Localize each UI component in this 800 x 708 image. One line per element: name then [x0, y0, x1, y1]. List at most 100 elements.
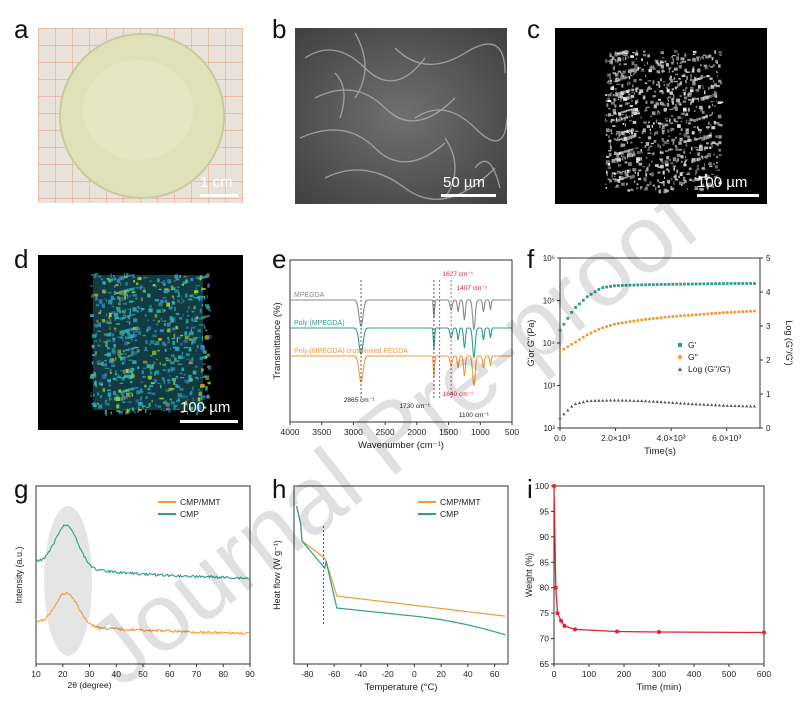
scaffold-speck: [686, 159, 688, 161]
scaffold-speck: [669, 108, 674, 110]
scaffold-speck: [619, 116, 622, 119]
scaffold-speck: [608, 107, 611, 110]
scaffold-speck: [626, 149, 630, 152]
scaffold-speck: [685, 87, 688, 89]
legend-label: CMP: [440, 509, 459, 519]
scaffold-speck: [693, 126, 697, 128]
scaffold-speck: [681, 112, 685, 115]
fluorescence-speck: [184, 293, 188, 298]
scaffold-speck: [705, 155, 708, 159]
scaffold-speck: [669, 122, 674, 125]
scaffold-speck: [695, 105, 697, 109]
fluorescence-speck: [150, 340, 155, 344]
scaffold-speck: [708, 114, 711, 117]
scaffold-speck: [652, 151, 655, 154]
fluorescence-speck: [92, 344, 94, 347]
fluorescence-speck: [109, 301, 113, 305]
scaffold-speck: [631, 115, 633, 117]
scaffold-speck: [700, 155, 704, 158]
scaffold-speck: [712, 64, 715, 67]
fluorescence-speck: [112, 337, 116, 340]
fluorescence-speck: [168, 338, 170, 342]
scaffold-speck: [647, 87, 651, 91]
fluorescence-speck: [185, 395, 188, 398]
fluorescence-speck: [163, 380, 166, 385]
data-point-gprime: [733, 282, 737, 285]
x-tick-label: 60: [165, 669, 175, 679]
data-point-logratio: [570, 404, 574, 408]
scaffold-speck: [709, 124, 712, 126]
scaffold-speck: [628, 162, 632, 166]
scaffold-speck: [713, 91, 717, 93]
fluorescence-speck: [105, 399, 107, 402]
data-point-logratio: [702, 402, 706, 406]
fluorescence-speck: [155, 340, 160, 346]
fluorescence-speck: [203, 275, 207, 278]
data-point-gdoubleprime: [632, 319, 636, 323]
scaffold-speck: [612, 125, 616, 127]
data-point-gdoubleprime: [585, 333, 589, 337]
scaffold-speck: [658, 63, 662, 67]
fluorescence-speck: [191, 338, 196, 344]
fluorescence-speck: [130, 338, 133, 342]
fluorescence-speck: [121, 362, 124, 365]
scaffold-speck: [718, 79, 721, 83]
scaffold-speck: [665, 163, 669, 167]
fluorescence-speck: [92, 293, 95, 298]
scaffold-speck: [700, 75, 703, 79]
scaffold-speck: [688, 94, 691, 98]
scaffold-speck: [709, 132, 712, 135]
fluorescence-speck: [164, 299, 168, 303]
scaffold-speck: [685, 130, 689, 135]
scaffold-speck: [698, 128, 700, 131]
data-point-logratio: [667, 400, 671, 404]
scaffold-speck: [636, 157, 640, 162]
fluorescence-speck: [114, 330, 117, 332]
fluorescence-speck: [155, 370, 160, 375]
scaffold-speck: [633, 111, 637, 115]
scaffold-speck: [696, 97, 699, 100]
data-point-gprime: [578, 302, 581, 306]
fluorescence-speck: [115, 396, 121, 401]
fluorescence-speck: [206, 275, 210, 277]
panel-label-a: a: [14, 14, 29, 44]
scaffold-speck: [605, 161, 607, 165]
scaffold-speck: [659, 60, 664, 63]
scaffold-speck: [696, 126, 699, 129]
scaffold-speck: [612, 66, 615, 71]
y-tick-label: 10⁴: [543, 339, 556, 348]
fluorescence-speck: [135, 310, 139, 313]
scaffold-speck: [676, 169, 679, 174]
scaffold-speck: [702, 87, 704, 89]
scaffold-speck: [636, 187, 639, 189]
data-point-logratio: [632, 398, 636, 402]
scaffold-speck: [702, 116, 705, 120]
fluorescence-speck: [91, 314, 95, 316]
scale-bar-b: [441, 194, 496, 197]
scaffold-speck: [676, 85, 679, 89]
scaffold-speck: [631, 128, 633, 131]
data-point-logratio: [752, 404, 757, 408]
fluorescence-speck: [187, 413, 189, 415]
scaffold-speck: [686, 75, 688, 80]
legend-marker: [678, 355, 682, 359]
fluorescence-speck: [103, 363, 107, 367]
scaffold-speck: [608, 135, 610, 139]
scaffold-speck: [643, 121, 647, 124]
fluorescence-speck: [207, 334, 212, 339]
fluorescence-speck: [163, 309, 166, 312]
scaffold-speck: [630, 68, 635, 73]
fluorescence-speck: [207, 394, 210, 399]
fluorescence-speck: [126, 388, 130, 392]
fluorescence-speck: [104, 367, 110, 369]
fluorescence-speck: [99, 324, 101, 328]
scaffold-speck: [659, 145, 661, 149]
scaffold-speck: [622, 171, 625, 173]
scaffold-speck: [650, 87, 652, 90]
scaffold-speck: [715, 84, 720, 88]
fluorescence-speck: [158, 302, 163, 307]
fluorescence-speck: [137, 406, 140, 410]
fluorescence-speck: [106, 380, 111, 382]
scaffold-speck: [621, 151, 624, 155]
